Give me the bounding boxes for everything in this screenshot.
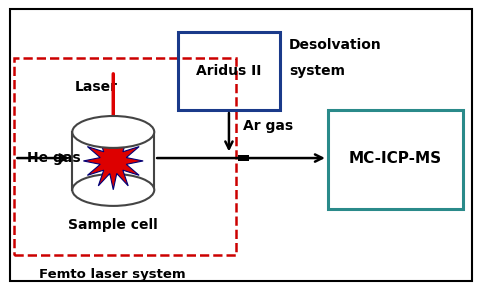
- Bar: [328, 110, 463, 209]
- Text: Sample cell: Sample cell: [68, 218, 158, 232]
- Text: He gas: He gas: [27, 151, 80, 165]
- Ellipse shape: [72, 116, 154, 148]
- Bar: [238, 155, 249, 161]
- Text: Femto laser system: Femto laser system: [39, 268, 185, 280]
- Bar: [178, 32, 280, 110]
- Ellipse shape: [72, 174, 154, 206]
- Text: system: system: [289, 64, 345, 78]
- Text: Ar gas: Ar gas: [243, 119, 294, 133]
- Text: Desolvation: Desolvation: [289, 38, 382, 52]
- Bar: [72, 132, 154, 190]
- Polygon shape: [83, 132, 143, 190]
- Text: Aridus II: Aridus II: [196, 64, 262, 78]
- Text: MC-ICP-MS: MC-ICP-MS: [348, 151, 442, 166]
- Bar: [14, 58, 236, 255]
- Text: Laser: Laser: [75, 80, 118, 94]
